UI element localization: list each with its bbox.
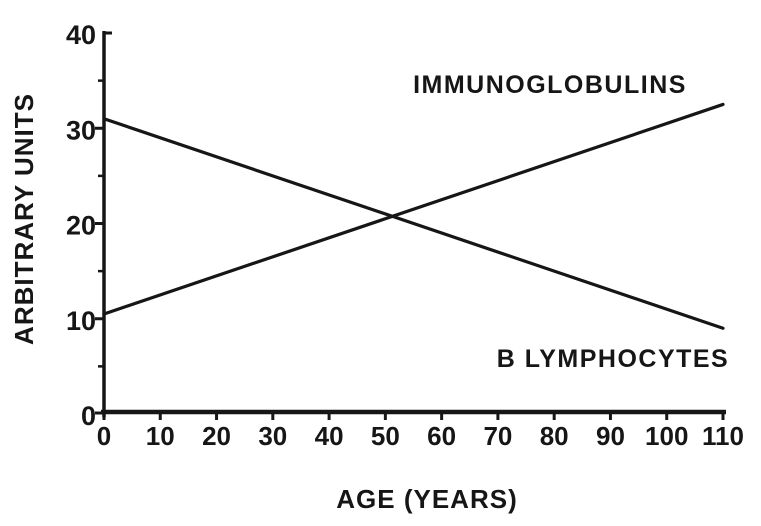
- axes-layer: 0 10 20 30 40 50 60 70 80 90 100 110 0 10 20 30 40: [66, 20, 744, 451]
- x-tick-label: 90: [596, 421, 625, 451]
- x-tick-label: 10: [146, 421, 175, 451]
- x-tick-label: 110: [702, 421, 744, 451]
- x-axis-title: AGE (YEARS): [336, 484, 517, 514]
- x-tick-label: 50: [371, 421, 400, 451]
- x-tick-label: 60: [427, 421, 456, 451]
- series-line-b-lymphocytes: [102, 117, 725, 330]
- x-tick-label: 100: [645, 421, 688, 451]
- y-tick-label: 10: [66, 306, 96, 336]
- series-line-immunoglobulins: [102, 102, 725, 316]
- series-layer: [102, 102, 725, 330]
- x-tick-label: 40: [315, 421, 344, 451]
- y-tick-label: 30: [66, 115, 96, 145]
- y-tick-label: 20: [66, 211, 96, 241]
- y-axis-title: ARBITRARY UNITS: [9, 93, 39, 345]
- x-tick-label: 0: [97, 421, 111, 451]
- x-tick-label: 30: [258, 421, 287, 451]
- y-tick-label: 40: [66, 20, 96, 50]
- x-tick-label: 80: [540, 421, 569, 451]
- series-label-immunoglobulins: IMMUNOGLOBULINS: [413, 71, 687, 99]
- y-tick-label: 0: [81, 401, 96, 431]
- series-label-b-lymphocytes: B LYMPHOCYTES: [497, 345, 730, 373]
- x-tick-label: 70: [483, 421, 512, 451]
- x-tick-label: 20: [202, 421, 231, 451]
